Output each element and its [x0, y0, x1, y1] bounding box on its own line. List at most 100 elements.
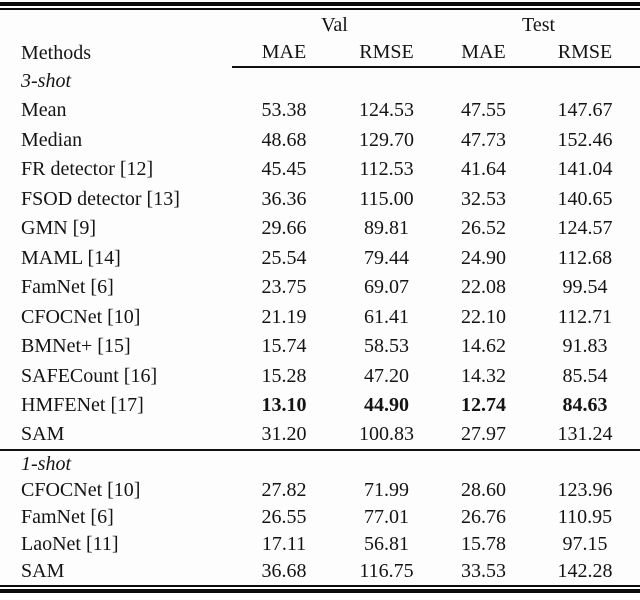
value-cell: 24.90	[461, 246, 507, 269]
value-cell: 26.55	[261, 506, 307, 528]
value-cell: 41.64	[461, 158, 507, 181]
table-row: MAML [14] 25.54 79.44 24.90 112.68	[0, 244, 640, 274]
table-row: CFOCNet [10] 27.82 71.99 28.60 123.96	[0, 477, 640, 504]
value-cell: 56.81	[364, 533, 409, 555]
value-cell: 33.53	[461, 560, 507, 582]
value-cell: 22.10	[461, 305, 507, 328]
value-cell: 47.73	[461, 128, 507, 151]
method-cell: FR detector [12]	[21, 158, 154, 181]
value-cell: 89.81	[364, 217, 409, 240]
method-cell: FamNet [6]	[21, 276, 114, 299]
value-cell: 27.97	[461, 423, 507, 446]
value-cell: 58.53	[364, 335, 409, 358]
method-cell: GMN [9]	[21, 217, 96, 240]
val-group-header: Val	[321, 13, 348, 36]
method-cell: BMNet+ [15]	[21, 335, 131, 358]
method-cell: Median	[21, 128, 83, 151]
value-cell: 69.07	[364, 276, 409, 299]
section-label: 3-shot	[21, 70, 71, 93]
value-cell: 36.36	[261, 187, 307, 210]
value-cell: 142.28	[557, 560, 613, 582]
test-group-header: Test	[522, 13, 556, 36]
value-cell: 36.68	[261, 560, 307, 582]
table-row: LaoNet [11] 17.11 56.81 15.78 97.15	[0, 531, 640, 558]
value-cell: 61.41	[364, 305, 409, 328]
value-cell: 141.04	[557, 158, 613, 181]
header-group-row: Methods Val Test	[0, 10, 640, 64]
value-cell: 110.95	[557, 506, 613, 528]
value-cell: 17.11	[261, 533, 307, 555]
value-cell: 112.71	[557, 305, 613, 328]
method-cell: SAFECount [16]	[21, 364, 158, 387]
table-row: Mean 53.38 124.53 47.55 147.67	[0, 96, 640, 126]
value-cell: 21.19	[261, 305, 307, 328]
value-cell: 47.20	[364, 364, 409, 387]
method-cell: CFOCNet [10]	[21, 479, 141, 501]
value-cell: 47.55	[461, 99, 507, 122]
table-row: FSOD detector [13] 36.36 115.00 32.53 140.65	[0, 185, 640, 215]
value-cell: 79.44	[364, 246, 409, 269]
value-cell: 25.54	[261, 246, 307, 269]
value-cell: 27.82	[261, 479, 307, 501]
table-row: FR detector [12] 45.45 112.53 41.64 141.04	[0, 155, 640, 185]
value-cell: 22.08	[461, 276, 507, 299]
header-sub-row: MAE RMSE MAE RMSE	[0, 38, 640, 68]
value-cell: 14.32	[461, 364, 507, 387]
value-cell: 85.54	[562, 364, 608, 387]
value-cell: 115.00	[359, 187, 414, 210]
value-cell: 44.90	[364, 394, 409, 417]
bottom-rule-thick	[0, 588, 640, 593]
val-mae-header: MAE	[232, 38, 336, 68]
table-row: Median 48.68 129.70 47.73 152.46	[0, 126, 640, 156]
method-cell: LaoNet [11]	[21, 533, 119, 555]
value-cell: 140.65	[557, 187, 613, 210]
test-rmse-header: RMSE	[530, 38, 640, 68]
value-cell: 123.96	[557, 479, 613, 501]
bottom-rule-thin	[0, 585, 640, 587]
value-cell: 112.68	[557, 246, 613, 269]
value-cell: 26.52	[461, 217, 507, 240]
top-rule-thick	[0, 2, 640, 6]
table-row: CFOCNet [10] 21.19 61.41 22.10 112.71	[0, 303, 640, 333]
method-cell: FSOD detector [13]	[21, 187, 180, 210]
method-cell: CFOCNet [10]	[21, 305, 141, 328]
table-row: FamNet [6] 23.75 69.07 22.08 99.54	[0, 273, 640, 303]
value-cell: 116.75	[359, 560, 414, 582]
value-cell: 14.62	[461, 335, 507, 358]
method-cell: HMFENet [17]	[21, 394, 144, 417]
value-cell: 23.75	[261, 276, 307, 299]
value-cell: 31.20	[261, 423, 307, 446]
methods-column-header: Methods	[21, 41, 91, 64]
value-cell: 147.67	[557, 99, 613, 122]
table-row: FamNet [6] 26.55 77.01 26.76 110.95	[0, 504, 640, 531]
table-row: SAM 31.20 100.83 27.97 131.24	[0, 421, 640, 451]
section-label-row: 1-shot	[0, 449, 640, 477]
value-cell: 28.60	[461, 479, 507, 501]
value-cell: 91.83	[562, 335, 608, 358]
table-row: BMNet+ [15] 15.74 58.53 14.62 91.83	[0, 332, 640, 362]
section-label-row: 3-shot	[0, 67, 640, 97]
value-cell: 15.78	[461, 533, 507, 555]
value-cell: 112.53	[359, 158, 414, 181]
table-row: SAFECount [16] 15.28 47.20 14.32 85.54	[0, 362, 640, 392]
value-cell: 32.53	[461, 187, 507, 210]
value-cell: 29.66	[261, 217, 307, 240]
value-cell: 131.24	[557, 423, 613, 446]
table-row: SAM 36.68 116.75 33.53 142.28	[0, 558, 640, 585]
value-cell: 84.63	[562, 394, 608, 417]
method-cell: SAM	[21, 560, 65, 582]
value-cell: 71.99	[364, 479, 409, 501]
results-table: Methods Val Test MAE RMSE MAE RMSE 3-sho…	[0, 10, 640, 586]
value-cell: 12.74	[461, 394, 507, 417]
value-cell: 100.83	[359, 423, 414, 446]
value-cell: 124.53	[359, 99, 414, 122]
value-cell: 45.45	[261, 158, 307, 181]
method-cell: FamNet [6]	[21, 506, 114, 528]
value-cell: 53.38	[261, 99, 307, 122]
table-row: HMFENet [17] 13.10 44.90 12.74 84.63	[0, 391, 640, 421]
value-cell: 124.57	[557, 217, 613, 240]
value-cell: 15.74	[261, 335, 307, 358]
section-label: 1-shot	[0, 449, 640, 477]
top-rule-thin	[0, 8, 640, 10]
value-cell: 26.76	[461, 506, 507, 528]
